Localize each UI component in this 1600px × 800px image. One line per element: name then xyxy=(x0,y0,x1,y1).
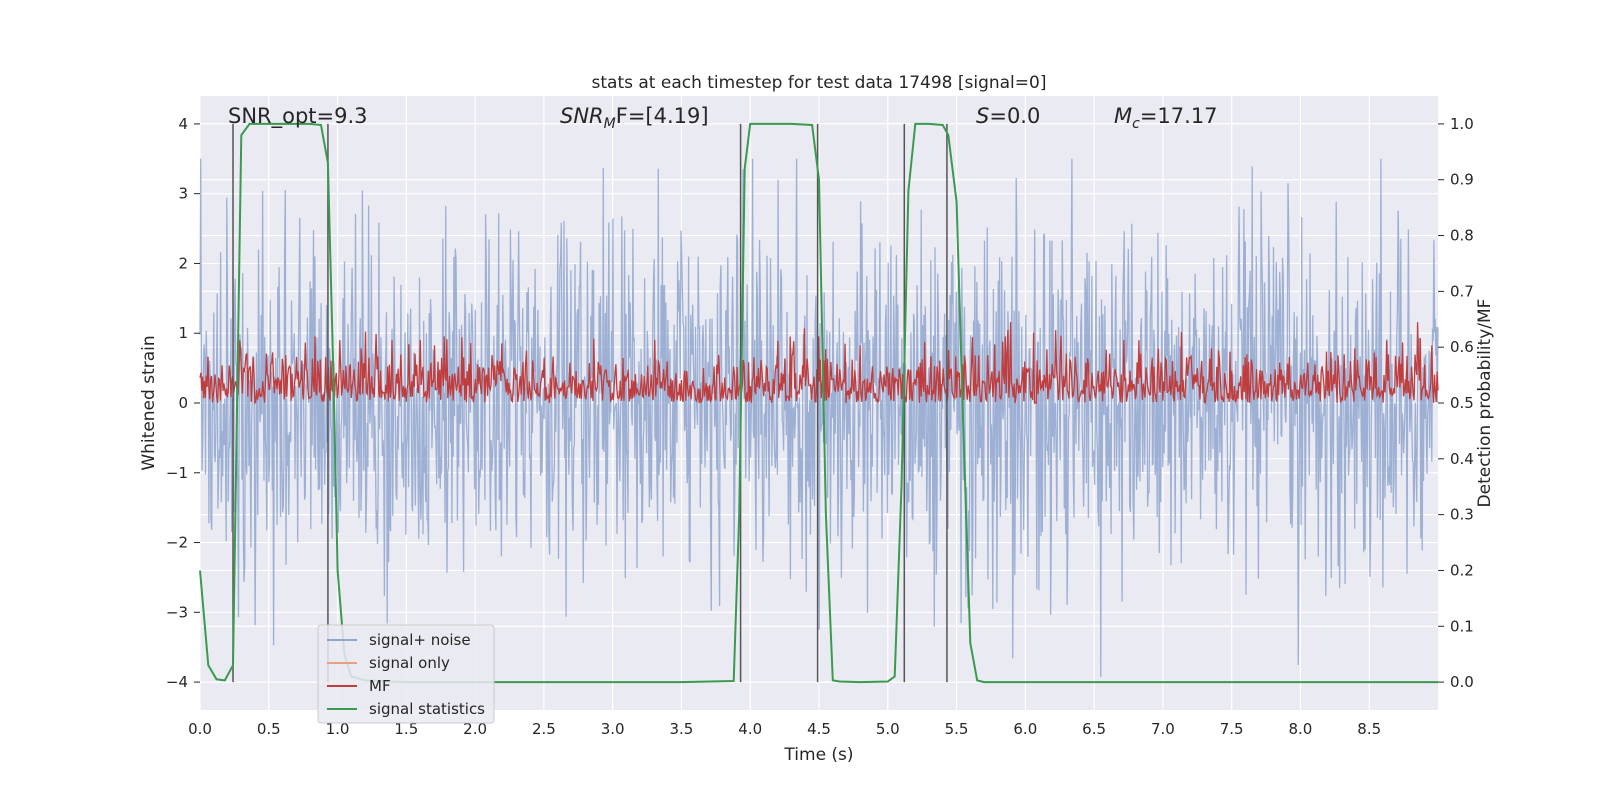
y2-axis-ticks: 1.0 0.9 0.8 0.7 0.6 0.5 0.4 0.3 0.2 0.1 0.0 xyxy=(1438,115,1474,691)
signal-noise-series xyxy=(199,158,1439,678)
x-tick-label-11: 5.5 xyxy=(945,720,969,738)
signal-noise-line xyxy=(199,158,1439,678)
y2-tick-label-3: 0.7 xyxy=(1450,282,1474,300)
annotation-mc: Mc=17.17 xyxy=(1114,104,1218,132)
y2-axis-label: Detection probability/MF xyxy=(1475,299,1495,508)
annotation-snr-opt: SNR_opt=9.3 xyxy=(228,104,368,129)
y-tick-label-4: 0 xyxy=(178,394,188,412)
y-tick-label-5: −1 xyxy=(166,464,188,482)
legend: signal+ noise signal only MF signal stat… xyxy=(317,624,495,724)
x-tick-label-0: 0.0 xyxy=(188,720,212,738)
annotation-mc-symbol: M xyxy=(1114,104,1132,128)
x-tick-label-6: 3.0 xyxy=(601,720,625,738)
x-axis-ticks: 0.0 0.5 1.0 1.5 2.0 2.5 3.0 3.5 4.0 4.5 5.0 5.5 6.0 6… xyxy=(188,720,1381,738)
annotation-mc-rest: =17.17 xyxy=(1140,104,1218,128)
x-tick-label-2: 1.0 xyxy=(326,720,350,738)
x-tick-label-10: 5.0 xyxy=(876,720,900,738)
legend-label-noise: signal+ noise xyxy=(369,631,471,649)
x-tick-label-12: 6.0 xyxy=(1013,720,1037,738)
x-tick-label-17: 8.5 xyxy=(1357,720,1381,738)
y2-tick-label-6: 0.4 xyxy=(1450,450,1474,468)
signal-statistics-series xyxy=(199,122,1438,684)
annotation-s: S=0.0 xyxy=(976,104,1040,128)
y-axis-ticks: 4 3 2 1 0 −1 −2 −3 −4 xyxy=(166,115,200,691)
y2-tick-label-5: 0.5 xyxy=(1450,394,1474,412)
legend-label-mf: MF xyxy=(369,677,391,695)
y-tick-label-2: 2 xyxy=(178,254,188,272)
y-tick-label-0: 4 xyxy=(178,115,188,133)
x-axis-label: Time (s) xyxy=(783,745,853,765)
legend-box xyxy=(317,624,495,724)
x-tick-label-8: 4.0 xyxy=(738,720,762,738)
chart-title: stats at each timestep for test data 174… xyxy=(592,73,1047,93)
y-tick-label-8: −4 xyxy=(166,673,188,691)
legend-label-signal-statistics: signal statistics xyxy=(369,700,485,718)
y2-tick-label-0: 1.0 xyxy=(1450,115,1474,133)
x-tick-label-1: 0.5 xyxy=(257,720,281,738)
annotation-snr-mf-symbol: SNR xyxy=(560,104,604,128)
x-tick-label-16: 8.0 xyxy=(1289,720,1313,738)
annotation-s-symbol: S xyxy=(976,104,989,128)
y-tick-label-3: 1 xyxy=(178,324,188,342)
annotation-snr-mf: SNRMF=[4.19] xyxy=(560,104,709,132)
y-axis-label: Whitened strain xyxy=(139,335,159,470)
y2-tick-label-8: 0.2 xyxy=(1450,561,1474,579)
x-tick-label-9: 4.5 xyxy=(807,720,831,738)
x-tick-label-4: 2.0 xyxy=(463,720,487,738)
y-tick-label-6: −2 xyxy=(166,534,188,552)
y2-tick-label-2: 0.8 xyxy=(1450,227,1474,245)
mf-series xyxy=(199,322,1439,405)
annotation-mc-sub: c xyxy=(1132,116,1140,132)
x-tick-label-14: 7.0 xyxy=(1151,720,1175,738)
annotation-snr-mf-rest: F=[4.19] xyxy=(616,104,709,128)
y2-tick-label-7: 0.3 xyxy=(1450,506,1474,524)
annotation-snr-mf-sub: M xyxy=(604,116,616,132)
legend-label-signal-only: signal only xyxy=(369,654,450,672)
y-tick-label-7: −3 xyxy=(166,603,188,621)
signal-statistics-line xyxy=(199,122,1438,684)
y2-tick-label-4: 0.6 xyxy=(1450,338,1474,356)
mf-line xyxy=(199,322,1439,405)
x-tick-label-15: 7.5 xyxy=(1220,720,1244,738)
y2-tick-label-9: 0.1 xyxy=(1450,617,1474,635)
y2-tick-label-1: 0.9 xyxy=(1450,171,1474,189)
x-tick-label-13: 6.5 xyxy=(1082,720,1106,738)
y-tick-label-1: 3 xyxy=(178,185,188,203)
x-tick-label-3: 1.5 xyxy=(394,720,418,738)
x-tick-label-5: 2.5 xyxy=(532,720,556,738)
x-tick-label-7: 3.5 xyxy=(670,720,694,738)
y2-tick-label-10: 0.0 xyxy=(1450,673,1474,691)
annotation-s-rest: =0.0 xyxy=(989,104,1040,128)
